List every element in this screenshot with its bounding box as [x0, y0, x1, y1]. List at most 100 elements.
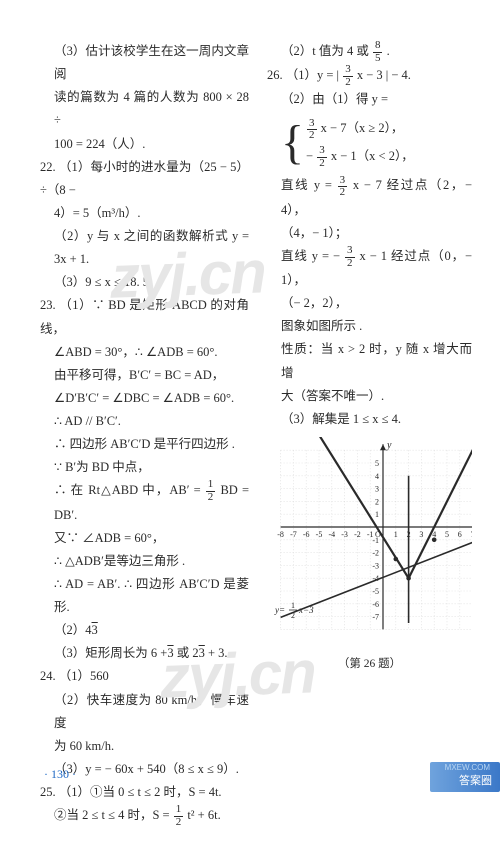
text-line: （2）快车速度为 80 km/h，慢车速度 — [40, 689, 249, 735]
svg-text:y=: y= — [274, 605, 285, 615]
svg-text:1: 1 — [291, 601, 295, 610]
text-line: ∠ABD = 30°，∴ ∠ADB = 60°. — [40, 341, 249, 364]
svg-text:y: y — [386, 440, 392, 451]
text: 或 2 — [177, 646, 199, 660]
text: 直线 y = — [281, 178, 332, 192]
svg-text:1: 1 — [394, 530, 398, 539]
page-container: zyj.cn zyj.cn （3）估计该校学生在这一周内文章阅 读的篇数为 4 … — [0, 0, 500, 848]
qnum: 22. — [40, 156, 56, 179]
text-line: （3）估计该校学生在这一周内文章阅 — [40, 40, 249, 86]
svg-text:-7: -7 — [372, 613, 379, 622]
svg-text:-6: -6 — [372, 600, 379, 609]
text: + 3. — [208, 646, 228, 660]
text: t² + 6t. — [187, 808, 220, 822]
text-line: （− 2，2）， — [267, 292, 472, 315]
svg-text:-2: -2 — [372, 549, 379, 558]
svg-text:2: 2 — [375, 497, 379, 506]
text: x − 1（x < 2）， — [331, 149, 414, 163]
piece-2: − 32 x − 1（x < 2）， — [306, 143, 414, 171]
text-line: （3）矩形周长为 6 +3 或 23 + 3. — [40, 642, 249, 665]
sqrt: 3 — [92, 623, 98, 637]
brace-content: 32 x − 7（x ≥ 2）， − 32 x − 1（x < 2）， — [306, 115, 414, 170]
svg-text:3: 3 — [375, 485, 379, 494]
text-line: 为 60 km/h. — [40, 735, 249, 758]
text-line: 图象如图所示 . — [267, 315, 472, 338]
svg-text:-5: -5 — [372, 587, 379, 596]
text-line: ∴ AD = AB′. ∴ 四边形 AB′C′D 是菱形. — [40, 573, 249, 619]
fraction: 32 — [338, 175, 348, 199]
text-line: （2）t 值为 4 或 85 . — [267, 40, 472, 64]
svg-text:O: O — [375, 530, 381, 539]
text-line: ②当 2 ≤ t ≤ 4 时，S = 12 t² + 6t. — [40, 804, 249, 828]
text: （1）560 — [59, 669, 109, 683]
sqrt: 3 — [167, 646, 173, 660]
text-line: 又∵ ∠ADB = 60°， — [40, 527, 249, 550]
text-line: 性质：当 x > 2 时，y 随 x 增大而增 — [267, 338, 472, 384]
svg-text:-6: -6 — [303, 530, 310, 539]
text: x − 7（x ≥ 2）， — [321, 121, 404, 135]
text: ②当 2 ≤ t ≤ 4 时，S = — [54, 808, 173, 822]
coordinate-chart: -8-7-6-5-4-3-2-11234567812345-1-2-3-4-5-… — [267, 437, 472, 647]
two-column-layout: （3）估计该校学生在这一周内文章阅 读的篇数为 4 篇的人数为 800 × 28… — [40, 40, 472, 828]
sqrt: 3 — [199, 646, 205, 660]
text-line: （4，− 1）； — [267, 222, 472, 245]
question-26: 26. （1）y = | 32 x − 3 | − 4. — [267, 64, 472, 88]
svg-text:4: 4 — [432, 530, 436, 539]
text-line: （2）43 — [40, 619, 249, 642]
text-line: （2）y 与 x 之间的函数解析式 y = 3x + 1. — [40, 225, 249, 271]
svg-text:-7: -7 — [290, 530, 297, 539]
text-line: ∵ B′为 BD 中点， — [40, 456, 249, 479]
text-line: 100 = 224（人）. — [40, 133, 249, 156]
text-line: 读的篇数为 4 篇的人数为 800 × 28 ÷ — [40, 86, 249, 132]
svg-text:2: 2 — [291, 611, 295, 620]
brace-icon: { — [281, 124, 304, 162]
text-line: 直线 y = 32 x − 7 经过点（2，− 4）， — [267, 174, 472, 221]
text-line: 4）= 5（m³/h）. — [40, 202, 249, 225]
text: （3）矩形周长为 6 + — [54, 646, 167, 660]
svg-text:5: 5 — [445, 530, 449, 539]
right-column: （2）t 值为 4 或 85 . 26. （1）y = | 32 x − 3 |… — [267, 40, 472, 828]
chart-figure: -8-7-6-5-4-3-2-11234567812345-1-2-3-4-5-… — [267, 437, 472, 671]
fraction: 12 — [174, 804, 184, 828]
svg-text:-8: -8 — [277, 530, 284, 539]
fraction: 32 — [345, 245, 355, 269]
question-25: 25. （1）①当 0 ≤ t ≤ 2 时，S = 4t. — [40, 781, 249, 804]
text: （2）t 值为 4 或 — [281, 44, 369, 58]
text-line: （3）9 ≤ x ≤ 18. 5. — [40, 271, 249, 294]
qnum: 26. — [267, 64, 283, 87]
svg-text:3: 3 — [419, 530, 423, 539]
corner-site-label: MXEW.COM — [445, 763, 490, 772]
svg-text:7: 7 — [471, 530, 472, 539]
text-line: ∴ △ADB′是等边三角形 . — [40, 550, 249, 573]
fraction: 85 — [373, 40, 383, 64]
qnum: 25. — [40, 781, 56, 804]
text: 直线 y = − — [281, 249, 340, 263]
fraction: 12 — [206, 479, 216, 503]
text: （1）每小时的进水量为（25 − 5）÷（8 − — [40, 160, 249, 197]
qnum: 23. — [40, 294, 56, 317]
text-line: 直线 y = − 32 x − 1 经过点（0，− 1）， — [267, 245, 472, 292]
text: （1）①当 0 ≤ t ≤ 2 时，S = 4t. — [59, 785, 222, 799]
svg-text:x−3: x−3 — [298, 605, 314, 615]
text: x − 3 | − 4. — [357, 68, 411, 82]
text-line: （2）由（1）得 y = — [267, 88, 472, 111]
question-22: 22. （1）每小时的进水量为（25 − 5）÷（8 − — [40, 156, 249, 202]
text: （2）4 — [54, 623, 92, 637]
text-line: 大（答案不唯一）. — [267, 385, 472, 408]
text: . — [387, 44, 390, 58]
svg-text:-4: -4 — [328, 530, 335, 539]
svg-text:2: 2 — [407, 530, 411, 539]
svg-text:6: 6 — [458, 530, 462, 539]
question-23: 23. （1）∵ BD 是矩形 ABCD 的对角线， — [40, 294, 249, 340]
svg-text:-3: -3 — [372, 561, 379, 570]
text: − — [306, 149, 313, 163]
svg-text:-5: -5 — [316, 530, 323, 539]
svg-text:1: 1 — [375, 510, 379, 519]
text: （1）y = | — [286, 68, 339, 82]
svg-text:-2: -2 — [354, 530, 361, 539]
chart-caption: （第 26 题） — [267, 655, 472, 671]
text-line: ∴ 四边形 AB′C′D 是平行四边形 . — [40, 433, 249, 456]
svg-text:4: 4 — [375, 472, 379, 481]
text: ∴ 在 Rt△ABD 中，AB′ = — [54, 483, 201, 497]
svg-text:-4: -4 — [372, 574, 379, 583]
